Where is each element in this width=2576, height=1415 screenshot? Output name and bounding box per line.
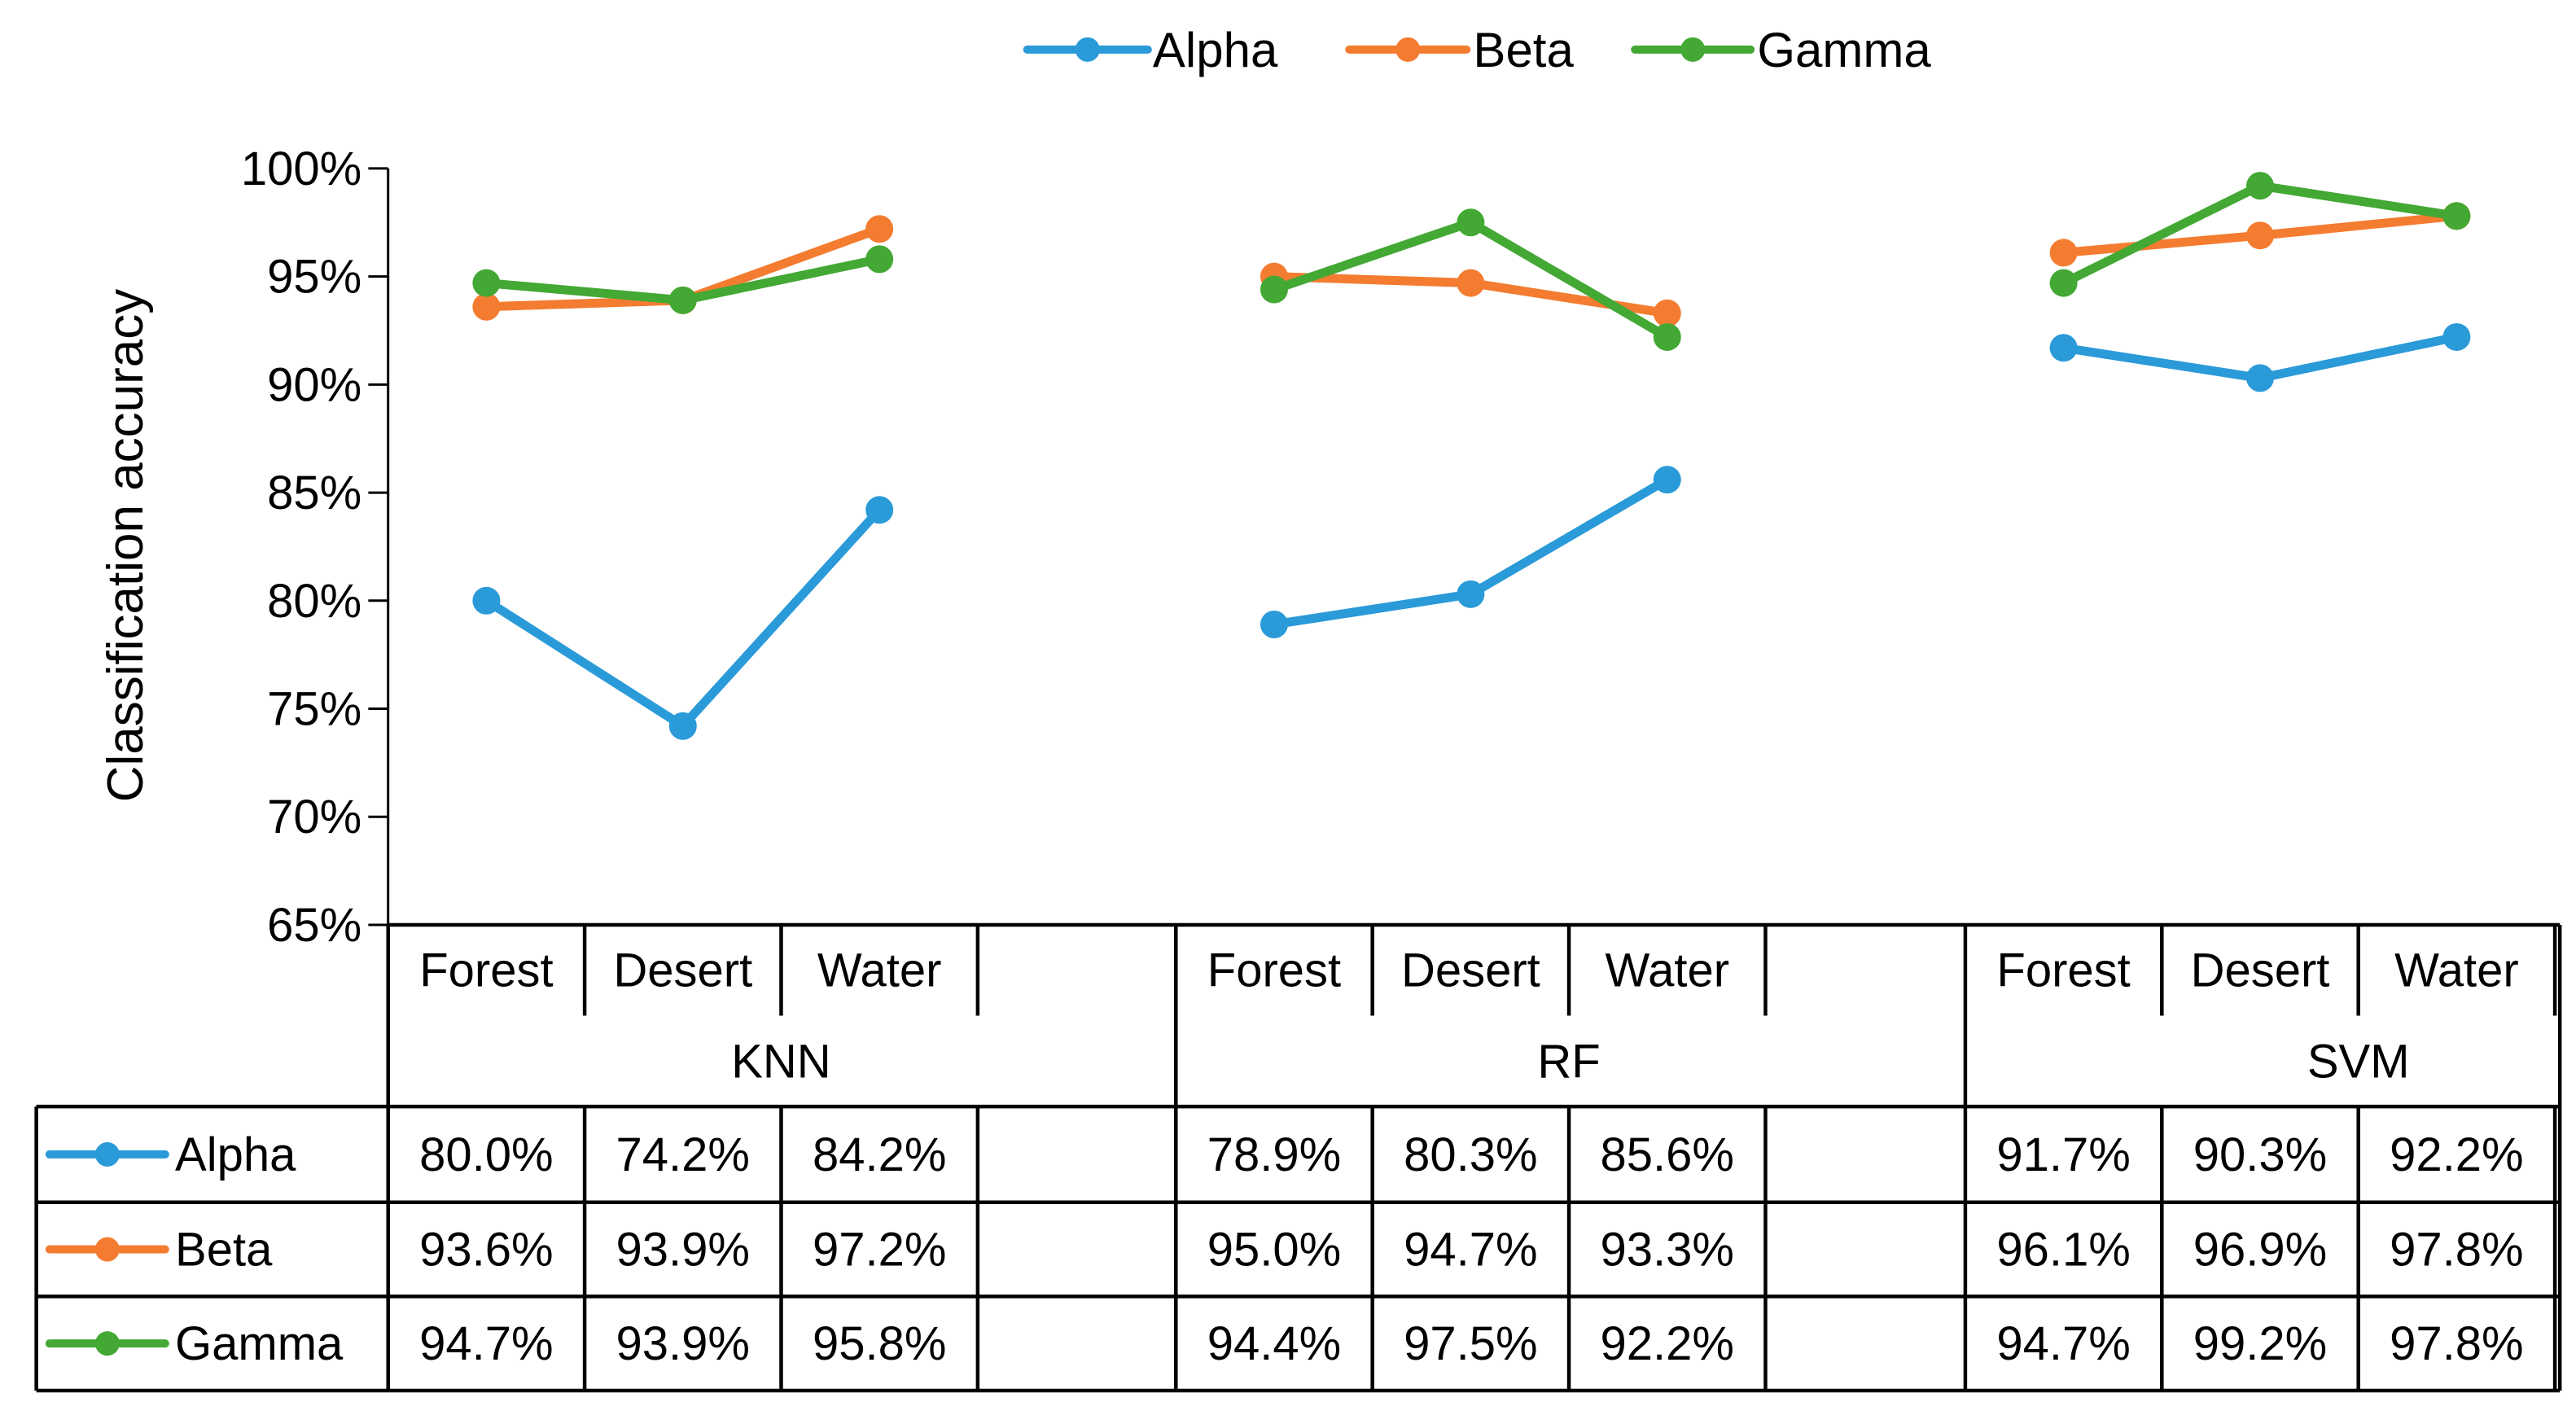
table-cell-value: 80.3% xyxy=(1404,1128,1537,1181)
y-tick-label: 90% xyxy=(267,358,361,411)
y-axis-label: Classification accuracy xyxy=(98,289,154,803)
data-point-alpha xyxy=(2246,364,2275,392)
data-point-gamma xyxy=(668,286,697,314)
table-cell-value: 93.9% xyxy=(616,1317,750,1370)
data-point-gamma xyxy=(1457,208,1485,237)
data-point-beta xyxy=(865,215,894,243)
legend-label: Alpha xyxy=(1153,23,1278,77)
data-point-beta xyxy=(1653,299,1681,327)
legend-label: Gamma xyxy=(1757,23,1931,77)
x-category-label: Desert xyxy=(1401,944,1540,997)
data-point-gamma xyxy=(2442,202,2471,230)
x-group-label: RF xyxy=(1537,1035,1600,1088)
table-cell-value: 80.0% xyxy=(419,1128,553,1181)
table-cell-value: 92.2% xyxy=(1601,1317,1734,1370)
table-cell-value: 93.6% xyxy=(419,1224,553,1277)
table-cell-value: 97.5% xyxy=(1404,1317,1537,1370)
table-cell-value: 93.9% xyxy=(616,1224,750,1277)
y-axis: 65% 70% 75% 80% 85% 90% 95% 100% xyxy=(241,142,390,952)
x-category-label: Desert xyxy=(2191,944,2330,997)
series-line-alpha xyxy=(481,505,884,731)
table-series-name: Gamma xyxy=(175,1317,344,1370)
x-group-label: KNN xyxy=(731,1035,830,1088)
data-point-beta xyxy=(2246,221,2275,250)
data-point-gamma xyxy=(1260,275,1288,304)
table-cell-value: 94.7% xyxy=(419,1317,553,1370)
table-series-key-marker xyxy=(94,1331,120,1356)
table-cell-value: 91.7% xyxy=(1996,1128,2130,1181)
table-cell-value: 96.9% xyxy=(2193,1224,2327,1277)
table-cell-value: 92.2% xyxy=(2390,1128,2523,1181)
legend-label: Beta xyxy=(1473,23,1574,77)
y-tick-label: 80% xyxy=(267,575,361,628)
data-point-gamma xyxy=(2049,269,2078,297)
x-category-label: Forest xyxy=(1996,944,2130,997)
legend-key-marker xyxy=(1680,37,1706,62)
data-point-alpha xyxy=(668,712,697,740)
table-cell-value: 96.1% xyxy=(1996,1224,2130,1277)
x-category-label: Forest xyxy=(1207,944,1341,997)
table-cell-value: 97.2% xyxy=(813,1224,946,1277)
data-point-gamma xyxy=(1653,322,1681,351)
data-point-gamma xyxy=(2246,172,2275,200)
table-series-key-marker xyxy=(94,1141,120,1167)
legend-key-marker xyxy=(1395,37,1421,62)
table-cell-value: 95.8% xyxy=(813,1317,946,1370)
legend: Alpha Beta Gamma xyxy=(1023,23,1931,77)
table-cell-value: 84.2% xyxy=(813,1128,946,1181)
x-category-label: Forest xyxy=(419,944,553,997)
table-cell-value: 99.2% xyxy=(2193,1317,2327,1370)
data-point-beta xyxy=(472,292,501,321)
table-cell-value: 85.6% xyxy=(1601,1128,1734,1181)
data-point-gamma xyxy=(472,269,501,297)
table-cell-value: 94.4% xyxy=(1207,1317,1341,1370)
x-category-label: Water xyxy=(817,944,942,997)
table-cell-value: 94.7% xyxy=(1404,1224,1537,1277)
table-series-name: Alpha xyxy=(175,1128,296,1181)
table-series-name: Beta xyxy=(175,1224,273,1277)
x-category-label: Water xyxy=(2394,944,2519,997)
y-tick-label: 95% xyxy=(267,251,361,304)
table-cell-value: 93.3% xyxy=(1601,1224,1734,1277)
table-cell-value: 97.8% xyxy=(2390,1317,2523,1370)
y-tick-label: 70% xyxy=(267,791,361,843)
table-cell-value: 97.8% xyxy=(2390,1224,2523,1277)
data-point-alpha xyxy=(2442,322,2471,351)
table-cell-value: 94.7% xyxy=(1996,1317,2130,1370)
data-point-alpha xyxy=(1457,580,1485,608)
x-category-label: Desert xyxy=(613,944,752,997)
data-point-alpha xyxy=(1260,610,1288,638)
y-tick-label: 65% xyxy=(267,899,361,952)
x-group-label: SVM xyxy=(2307,1035,2410,1088)
data-point-gamma xyxy=(865,245,894,274)
y-tick-label: 85% xyxy=(267,467,361,519)
y-tick-label: 75% xyxy=(267,683,361,736)
table-cell-value: 74.2% xyxy=(616,1128,750,1181)
table-cell-value: 78.9% xyxy=(1207,1128,1341,1181)
data-point-beta xyxy=(1457,269,1485,297)
data-point-alpha xyxy=(865,496,894,524)
plot-lines xyxy=(472,172,2471,740)
legend-key-marker xyxy=(1075,37,1100,62)
y-tick-label: 100% xyxy=(241,142,361,195)
x-category-label: Water xyxy=(1605,944,1729,997)
table-series-key-marker xyxy=(94,1237,120,1262)
data-point-beta xyxy=(2049,239,2078,267)
data-point-alpha xyxy=(472,586,501,615)
data-point-alpha xyxy=(2049,334,2078,362)
table-cell-value: 95.0% xyxy=(1207,1224,1341,1277)
table-cell-value: 90.3% xyxy=(2193,1128,2327,1181)
data-point-alpha xyxy=(1653,466,1681,494)
